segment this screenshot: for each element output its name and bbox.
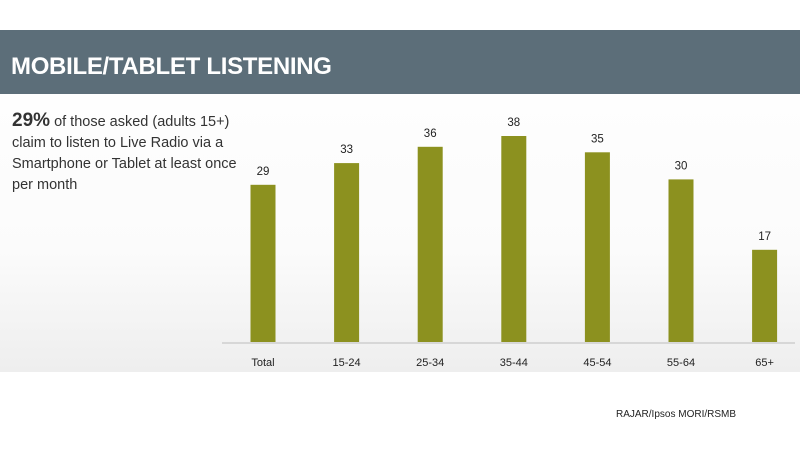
source-credit: RAJAR/Ipsos MORI/RSMB [616, 409, 737, 420]
value-label-25-34: 36 [424, 128, 437, 140]
value-labels-layer: 29 33 36 38 35 30 17 [257, 117, 771, 243]
bar-35-44 [501, 136, 527, 342]
page-title: MOBILE/TABLET LISTENING [11, 53, 332, 80]
category-label-65+: 65+ [755, 357, 774, 369]
category-label-25-34: 25-34 [416, 357, 444, 369]
value-label-65+: 17 [758, 231, 771, 243]
category-label-45-54: 45-54 [583, 357, 611, 369]
bar-45-54 [584, 152, 610, 342]
value-label-Total: 29 [257, 166, 270, 178]
category-label-55-64: 55-64 [667, 357, 695, 369]
bar-25-34 [417, 146, 443, 342]
bar-65+ [752, 249, 778, 342]
summary-statement: 29% of those asked (adults 15+) claim to… [12, 110, 237, 196]
bars-layer [250, 136, 778, 342]
category-label-15-24: 15-24 [333, 357, 361, 369]
bar-55-64 [668, 179, 694, 342]
summary-highlight: 29% [12, 110, 51, 131]
header-band [0, 30, 800, 94]
value-label-35-44: 38 [507, 117, 520, 129]
bar-Total [250, 184, 276, 342]
value-label-45-54: 35 [591, 133, 604, 145]
value-label-55-64: 30 [675, 160, 688, 172]
category-label-35-44: 35-44 [500, 357, 528, 369]
value-label-15-24: 33 [340, 144, 353, 156]
category-labels-layer: Total 15-24 25-34 35-44 45-54 55-64 65+ [251, 357, 774, 369]
summary-text: of those asked (adults 15+) claim to lis… [12, 114, 237, 193]
category-label-Total: Total [251, 357, 274, 369]
bar-15-24 [334, 163, 360, 342]
